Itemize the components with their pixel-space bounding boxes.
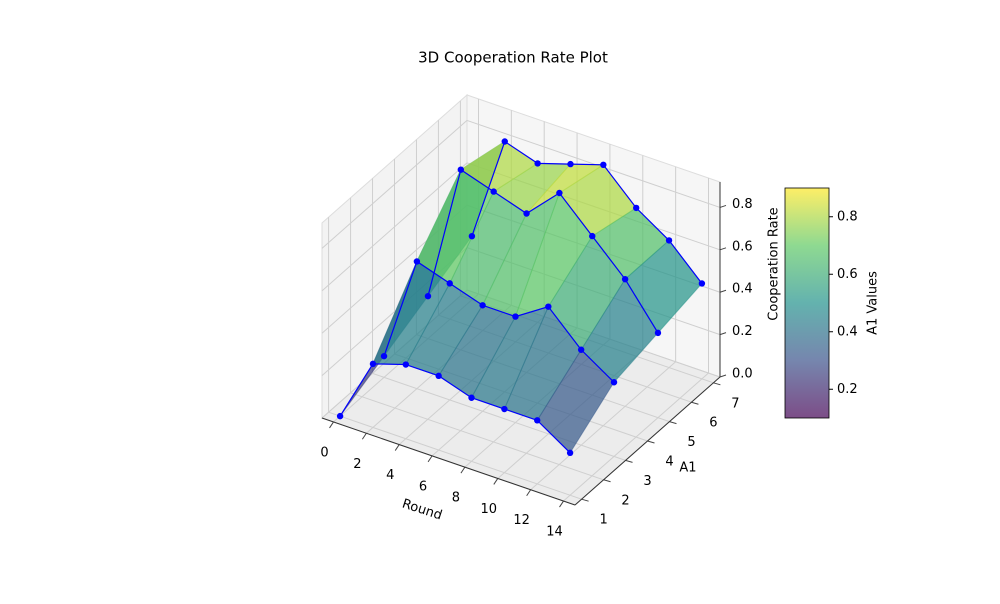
data-point: [435, 372, 442, 380]
x-tick: [460, 466, 466, 474]
x-axis-line: [321, 417, 576, 506]
data-point: [534, 417, 541, 424]
z-tick-label: 0.6: [732, 239, 753, 254]
row-line: [383, 260, 615, 383]
x-tick-label: 10: [481, 502, 498, 517]
z-tick-label: 0.8: [732, 197, 753, 212]
row-line: [427, 168, 659, 334]
x-tick-label: 8: [452, 491, 460, 506]
x-tick: [329, 421, 334, 429]
y-tick: [603, 479, 611, 483]
z-tick: [719, 247, 727, 251]
colorbar-tick-label: 0.4: [837, 324, 858, 339]
data-point: [556, 189, 563, 197]
x-tick: [526, 489, 532, 497]
data-point: [621, 275, 629, 283]
y-tick: [691, 401, 699, 405]
y-tick: [647, 440, 655, 444]
data-point: [665, 237, 673, 244]
x-tick-label: 4: [386, 468, 394, 483]
colorbar-tick-label: 0.6: [837, 267, 858, 282]
data-point: [566, 449, 574, 457]
z-tick: [719, 289, 727, 293]
z-tick: [719, 332, 727, 336]
z-tick-label: 0.2: [732, 324, 753, 339]
data-point: [523, 210, 530, 217]
data-point: [413, 258, 421, 265]
data-point: [479, 302, 486, 309]
data-point: [654, 329, 662, 337]
data-point: [369, 360, 377, 368]
data-point: [501, 405, 508, 413]
x-tick-label: 2: [353, 457, 361, 472]
y-tick-label: 5: [687, 435, 695, 450]
row-line: [339, 363, 571, 454]
y-tick-label: 2: [621, 493, 629, 508]
colorbar: [784, 187, 830, 419]
data-point: [380, 352, 388, 360]
data-point: [490, 188, 497, 195]
data-point: [610, 379, 618, 386]
x-tick: [493, 478, 499, 485]
colorbar-tick-label: 0.8: [837, 209, 858, 224]
z-tick: [719, 204, 727, 208]
x-tick: [394, 444, 400, 451]
y-tick-label: 7: [731, 396, 739, 411]
x-tick: [427, 455, 433, 463]
colorbar-tick-label: 0.2: [837, 382, 858, 397]
y-axis-line: [574, 376, 721, 506]
y-tick-label: 3: [643, 474, 651, 489]
y-tick: [625, 459, 633, 463]
y-tick-label: 1: [599, 513, 607, 528]
y-tick: [581, 498, 589, 502]
y-tick-label: 6: [709, 416, 717, 431]
data-point: [534, 160, 541, 167]
data-point: [698, 280, 706, 287]
y-tick: [669, 421, 677, 425]
data-point: [424, 292, 432, 300]
x-tick: [361, 432, 367, 440]
data-point: [468, 232, 476, 240]
y-tick: [713, 382, 721, 386]
z-tick: [719, 374, 727, 378]
grid-line: [372, 372, 626, 461]
data-point: [600, 161, 607, 169]
x-tick-label: 14: [546, 525, 563, 540]
data-point: [402, 361, 410, 368]
z-tick-label: 0.4: [732, 282, 753, 297]
row-line: [471, 140, 703, 284]
x-tick: [559, 500, 564, 508]
y-axis-label: A1: [679, 461, 696, 476]
data-point: [336, 412, 344, 420]
z-tick-label: 0.0: [732, 367, 753, 382]
chart-title: 3D Cooperation Rate Plot: [418, 49, 608, 67]
x-tick-label: 12: [513, 513, 530, 528]
data-point: [512, 313, 519, 320]
data-point: [632, 204, 640, 212]
grid-line: [321, 162, 468, 292]
x-tick-label: 6: [419, 479, 427, 494]
data-point: [567, 160, 574, 168]
data-point: [577, 346, 585, 353]
data-point: [468, 394, 475, 401]
data-point: [501, 138, 508, 145]
grid-line: [350, 392, 604, 481]
z-axis-label: Cooperation Rate: [767, 207, 782, 320]
x-tick-label: 0: [320, 445, 328, 460]
data-point: [457, 166, 465, 173]
y-tick-label: 4: [665, 455, 673, 470]
x-axis-label: Round: [400, 497, 444, 524]
data-point: [589, 232, 596, 240]
data-point: [545, 303, 552, 310]
grid-line: [466, 119, 721, 208]
colorbar-label: A1 Values: [866, 271, 881, 335]
data-point: [446, 280, 453, 287]
grid-line: [328, 411, 582, 500]
grid-line: [321, 120, 468, 249]
